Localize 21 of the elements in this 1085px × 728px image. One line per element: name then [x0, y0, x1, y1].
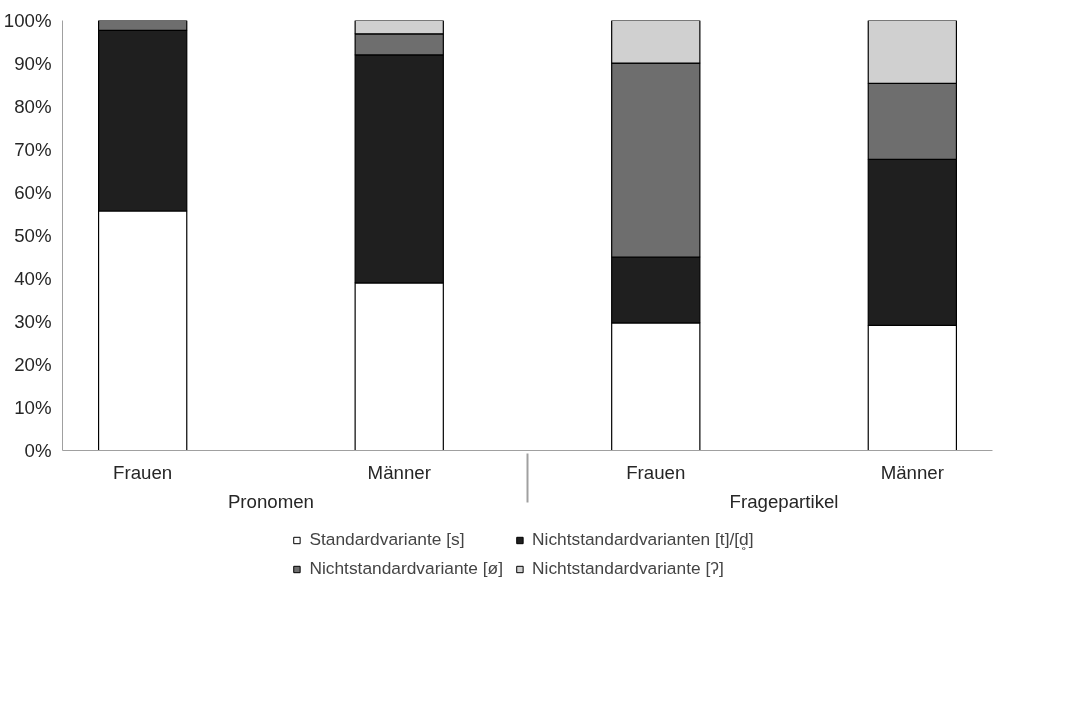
y-tick-label: 80%	[14, 96, 52, 117]
y-tick-label: 50%	[14, 225, 52, 246]
x-tick-label: Männer	[880, 461, 944, 483]
y-tick-label: 40%	[14, 268, 52, 289]
x-tick-label: Frauen	[626, 461, 686, 483]
legend-label: Nichtstandardvariante [ʔ]	[532, 558, 724, 579]
y-tick-label: 70%	[14, 139, 52, 160]
legend-label: Nichtstandardvarianten [t]/[d̥]	[532, 529, 754, 550]
legend-label: Standardvariante [s]	[309, 529, 465, 550]
x-tick-label: Männer	[367, 461, 431, 483]
y-tick-label: 60%	[14, 182, 52, 203]
text: Pronomen	[227, 490, 314, 512]
y-tick-label: 100%	[3, 10, 52, 31]
legend-label: Nichtstandardvariante [ø]	[309, 558, 504, 579]
y-tick-label: 90%	[14, 53, 52, 74]
x-tick-label: Frauen	[113, 461, 173, 483]
y-tick-label: 20%	[14, 354, 52, 375]
text: Fragepartikel	[729, 490, 839, 512]
y-tick-label: 0%	[24, 440, 52, 461]
y-tick-label: 10%	[14, 397, 52, 418]
y-tick-label: 30%	[14, 311, 52, 332]
